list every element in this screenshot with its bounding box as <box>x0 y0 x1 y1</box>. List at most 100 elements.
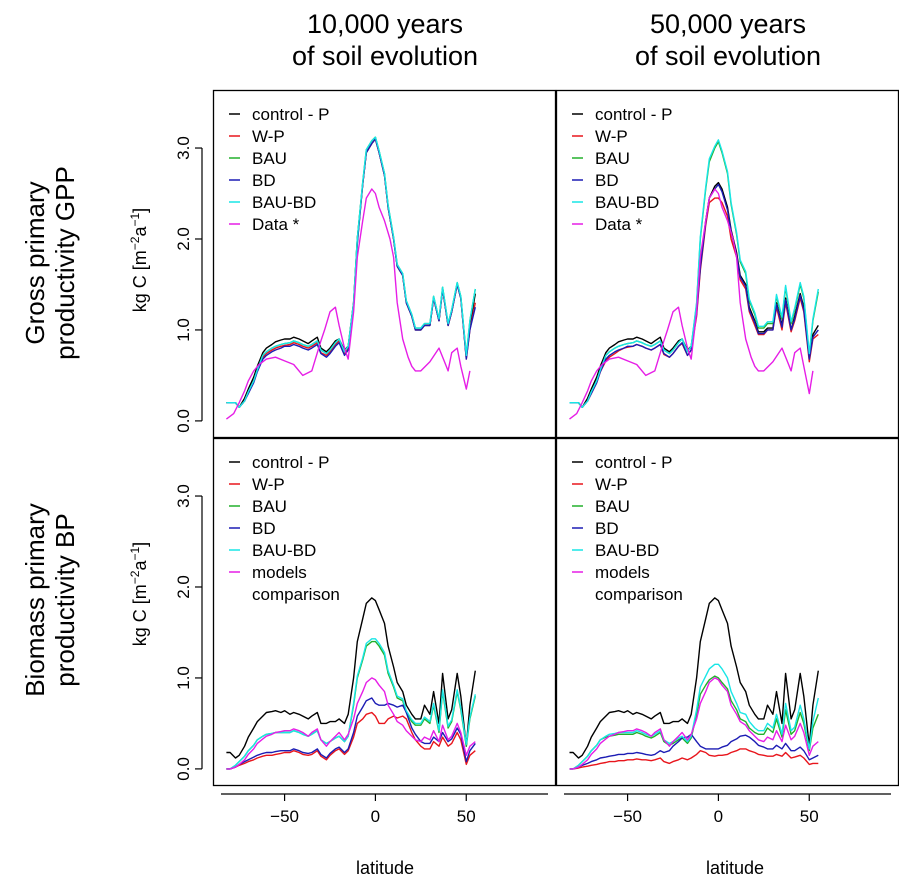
legend-item: BD <box>572 171 619 190</box>
panel-frame <box>212 89 557 439</box>
legend-item: control - P <box>229 105 329 124</box>
legend: control - P W-P BAU BD BAU-BD models compariso… <box>572 453 683 604</box>
legend-label: BAU <box>595 149 630 168</box>
x-axis-label-left: latitude <box>355 858 415 878</box>
legend-label: BAU <box>252 497 287 516</box>
column-title-line: 50,000 years <box>649 9 807 39</box>
x-axis: −50 0 50 <box>221 793 548 826</box>
legend-label: models <box>252 563 307 582</box>
legend-label: W-P <box>595 475 628 494</box>
x-tick-label: 0 <box>371 807 380 826</box>
series-line-w-p <box>569 748 819 770</box>
legend-label: control - P <box>252 105 329 124</box>
legend-label: models <box>595 563 650 582</box>
legend-label: Data * <box>252 215 300 234</box>
legend-label: BAU <box>252 149 287 168</box>
legend-item: BAU <box>229 497 287 516</box>
series-line-control-p <box>226 597 476 759</box>
x-tick-label: −50 <box>613 807 642 826</box>
y-tick-label: 3.0 <box>174 136 193 160</box>
y-tick-label: 2.0 <box>174 227 193 251</box>
y-axis: 0.0 1.0 2.0 3.0 <box>174 484 203 781</box>
legend-label: BAU-BD <box>252 193 316 212</box>
legend-label: BD <box>595 171 619 190</box>
series-line-control-p <box>569 597 819 759</box>
legend-label: BD <box>595 519 619 538</box>
legend: control - P W-P BAU BD BAU-BD Data * <box>229 105 329 234</box>
panel-2: control - P W-P BAU BD BAU-BD Data * <box>555 89 899 439</box>
legend-label: BAU-BD <box>595 193 659 212</box>
series-line-bau-bd <box>226 638 476 770</box>
series-line-models-comparison <box>569 677 819 770</box>
legend-item: BAU-BD <box>229 193 316 212</box>
legend-item: control - P <box>572 453 672 472</box>
legend-item: BD <box>229 519 276 538</box>
series-line-bd <box>226 697 476 770</box>
legend: control - P W-P BAU BD BAU-BD models compariso… <box>229 453 340 604</box>
legend-item: BAU <box>229 149 287 168</box>
series-line-bau <box>226 640 476 770</box>
legend-item: control - P <box>572 105 672 124</box>
column-title-line: of soil evolution <box>291 41 479 71</box>
y-tick-label: 2.0 <box>174 575 193 599</box>
legend-item: BAU <box>572 149 630 168</box>
legend-item: BD <box>229 171 276 190</box>
legend-item: W-P <box>229 475 285 494</box>
x-axis-label-right: latitude <box>705 858 765 878</box>
legend-item: BAU-BD <box>229 541 316 560</box>
y-tick-label: 3.0 <box>174 484 193 508</box>
legend-label: BAU-BD <box>595 541 659 560</box>
legend: control - P W-P BAU BD BAU-BD Data * <box>572 105 672 234</box>
legend-label: comparison <box>595 585 683 604</box>
legend-label: W-P <box>252 475 285 494</box>
legend-label: BAU <box>595 497 630 516</box>
panel-1: 0.0 1.0 2.0 3.0 control - P W-P BAU BD BAU-BD Dat… <box>174 89 557 439</box>
legend-item: models comparison <box>572 563 683 604</box>
x-tick-label: 50 <box>457 807 476 826</box>
panel-3: 0.0 1.0 2.0 3.0 −50 0 50 control - P W-P BAU BD BAU… <box>174 437 557 826</box>
series-line-w-p <box>226 711 476 770</box>
legend-item: Data * <box>229 215 300 234</box>
legend-label: W-P <box>252 127 285 146</box>
legend-label: comparison <box>252 585 340 604</box>
series-line-data <box>569 188 814 420</box>
legend-item: W-P <box>572 127 628 146</box>
legend-label: W-P <box>595 127 628 146</box>
panel-frame <box>212 437 557 787</box>
y-axis: 0.0 1.0 2.0 3.0 <box>174 136 203 433</box>
legend-item: BD <box>572 519 619 538</box>
legend-label: control - P <box>252 453 329 472</box>
column-title-line: 10,000 years <box>306 9 464 39</box>
y-tick-label: 1.0 <box>174 666 193 690</box>
series-line-models-comparison <box>226 677 476 770</box>
column-title-line: of soil evolution <box>634 41 822 71</box>
legend-item: control - P <box>229 453 329 472</box>
column-title-50000: 50,000 years of soil evolution <box>558 8 898 72</box>
legend-item: models comparison <box>229 563 340 604</box>
legend-item: BAU <box>572 497 630 516</box>
x-tick-label: 0 <box>714 807 723 826</box>
legend-item: W-P <box>572 475 628 494</box>
series-line-bau-bd <box>569 139 819 408</box>
legend-label: control - P <box>595 453 672 472</box>
y-tick-label: 1.0 <box>174 318 193 342</box>
legend-item: BAU-BD <box>572 541 659 560</box>
legend-item: BAU-BD <box>572 193 659 212</box>
x-tick-label: 50 <box>800 807 819 826</box>
x-axis: −50 0 50 <box>564 793 891 826</box>
x-tick-label: −50 <box>270 807 299 826</box>
series-line-data <box>225 188 471 420</box>
legend-label: Data * <box>595 215 643 234</box>
legend-label: BD <box>252 171 276 190</box>
legend-item: W-P <box>229 127 285 146</box>
legend-label: control - P <box>595 105 672 124</box>
y-tick-label: 0.0 <box>174 409 193 433</box>
legend-label: BD <box>252 519 276 538</box>
series-line-bd <box>569 733 819 770</box>
panel-4: −50 0 50 control - P W-P BAU BD BAU-BD models com… <box>555 437 899 826</box>
y-tick-label: 0.0 <box>174 757 193 781</box>
legend-label: BAU-BD <box>252 541 316 560</box>
series-line-bau-bd <box>569 663 819 770</box>
legend-item: Data * <box>572 215 643 234</box>
